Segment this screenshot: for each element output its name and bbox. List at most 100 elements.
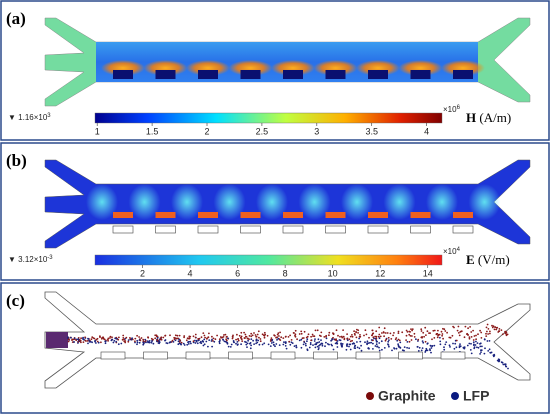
electrode bbox=[283, 212, 303, 218]
electrode-pad bbox=[100, 351, 126, 360]
particle bbox=[164, 334, 167, 337]
particle bbox=[257, 330, 260, 333]
particle bbox=[302, 343, 305, 346]
particle bbox=[303, 341, 306, 344]
particle bbox=[187, 343, 190, 345]
particle bbox=[223, 334, 225, 336]
particle bbox=[488, 348, 491, 351]
particle bbox=[428, 348, 431, 350]
particle bbox=[240, 331, 243, 334]
particle bbox=[96, 340, 99, 343]
particle bbox=[147, 341, 149, 344]
particle bbox=[345, 348, 348, 351]
particle bbox=[358, 335, 361, 338]
particle bbox=[251, 334, 254, 337]
particle bbox=[422, 331, 425, 334]
particle bbox=[364, 329, 367, 332]
particle bbox=[192, 340, 195, 343]
particle bbox=[306, 349, 309, 352]
particle bbox=[245, 343, 248, 346]
particle bbox=[122, 337, 125, 339]
particle bbox=[255, 335, 258, 338]
particle bbox=[411, 335, 413, 337]
particle bbox=[475, 338, 477, 341]
particle bbox=[467, 334, 469, 336]
particle bbox=[318, 347, 320, 349]
particle bbox=[383, 347, 386, 349]
particle bbox=[383, 331, 385, 334]
particle bbox=[458, 346, 461, 349]
particle bbox=[237, 339, 240, 342]
particle bbox=[483, 338, 486, 341]
particle bbox=[304, 342, 307, 345]
particle bbox=[203, 343, 206, 346]
particle bbox=[127, 340, 130, 343]
particle bbox=[298, 339, 301, 342]
particle bbox=[253, 332, 255, 334]
colorbar-tick-label: 8 bbox=[283, 268, 288, 278]
particle bbox=[68, 338, 70, 341]
particle bbox=[290, 339, 293, 341]
particle bbox=[483, 352, 486, 355]
particle bbox=[124, 340, 127, 342]
particle bbox=[112, 341, 115, 344]
particle bbox=[372, 336, 375, 339]
particle bbox=[204, 336, 207, 339]
particle bbox=[307, 333, 310, 336]
particle bbox=[413, 332, 416, 335]
particle bbox=[222, 338, 224, 341]
particle bbox=[102, 336, 104, 339]
particle bbox=[246, 337, 249, 340]
particle bbox=[136, 334, 139, 337]
particle bbox=[328, 331, 331, 334]
particle bbox=[390, 338, 393, 340]
particle bbox=[469, 326, 471, 328]
particle bbox=[391, 349, 393, 352]
scale-exponent: 6 bbox=[457, 105, 461, 111]
particle bbox=[436, 332, 439, 335]
particle bbox=[348, 338, 351, 341]
particle bbox=[339, 335, 341, 338]
particle bbox=[472, 329, 474, 332]
particle bbox=[388, 345, 390, 348]
particle bbox=[252, 339, 255, 342]
particle bbox=[346, 343, 349, 345]
particle bbox=[458, 345, 461, 347]
particle bbox=[227, 345, 230, 348]
particle bbox=[370, 341, 373, 344]
particle bbox=[487, 328, 490, 330]
particle bbox=[452, 342, 454, 345]
particle bbox=[351, 339, 353, 342]
quantity-unit: (A/m) bbox=[476, 110, 511, 125]
particle bbox=[441, 334, 443, 337]
particle bbox=[238, 334, 241, 337]
particle bbox=[285, 341, 287, 343]
particle bbox=[202, 332, 205, 334]
particle bbox=[480, 337, 483, 339]
particle bbox=[218, 342, 221, 345]
particle bbox=[180, 343, 183, 346]
particle bbox=[505, 331, 508, 334]
particle bbox=[178, 334, 181, 337]
particle bbox=[220, 336, 223, 339]
particle bbox=[237, 338, 239, 340]
particle bbox=[261, 343, 264, 346]
electrode bbox=[368, 212, 388, 218]
quantity-label: E (V/m) bbox=[466, 252, 510, 267]
particle bbox=[446, 331, 448, 334]
particle bbox=[189, 340, 192, 343]
particle bbox=[375, 330, 378, 333]
particle bbox=[257, 339, 260, 342]
particle bbox=[439, 340, 442, 343]
particle bbox=[202, 341, 205, 343]
particle bbox=[367, 342, 370, 344]
particle bbox=[249, 347, 252, 350]
particle bbox=[356, 346, 359, 349]
particle bbox=[411, 328, 414, 330]
particle bbox=[494, 326, 497, 329]
particle bbox=[409, 331, 411, 333]
particle bbox=[474, 344, 477, 346]
particle bbox=[103, 338, 106, 341]
particle bbox=[316, 345, 319, 348]
electrode-pad bbox=[355, 351, 381, 360]
